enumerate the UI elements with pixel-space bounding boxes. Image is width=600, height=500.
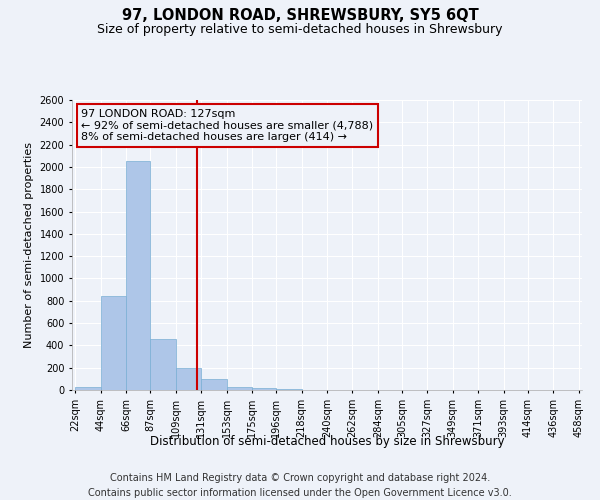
Bar — [76, 386, 101, 390]
Bar — [252, 388, 276, 390]
Bar — [126, 162, 151, 390]
Text: Contains HM Land Registry data © Crown copyright and database right 2024.
Contai: Contains HM Land Registry data © Crown c… — [88, 472, 512, 498]
Text: Distribution of semi-detached houses by size in Shrewsbury: Distribution of semi-detached houses by … — [149, 435, 505, 448]
Y-axis label: Number of semi-detached properties: Number of semi-detached properties — [24, 142, 34, 348]
Bar — [201, 380, 227, 390]
Text: Size of property relative to semi-detached houses in Shrewsbury: Size of property relative to semi-detach… — [97, 22, 503, 36]
Bar — [101, 296, 126, 390]
Text: 97, LONDON ROAD, SHREWSBURY, SY5 6QT: 97, LONDON ROAD, SHREWSBURY, SY5 6QT — [122, 8, 478, 22]
Bar — [151, 338, 176, 390]
Text: 97 LONDON ROAD: 127sqm
← 92% of semi-detached houses are smaller (4,788)
8% of s: 97 LONDON ROAD: 127sqm ← 92% of semi-det… — [81, 109, 373, 142]
Bar — [227, 386, 252, 390]
Bar — [176, 368, 201, 390]
